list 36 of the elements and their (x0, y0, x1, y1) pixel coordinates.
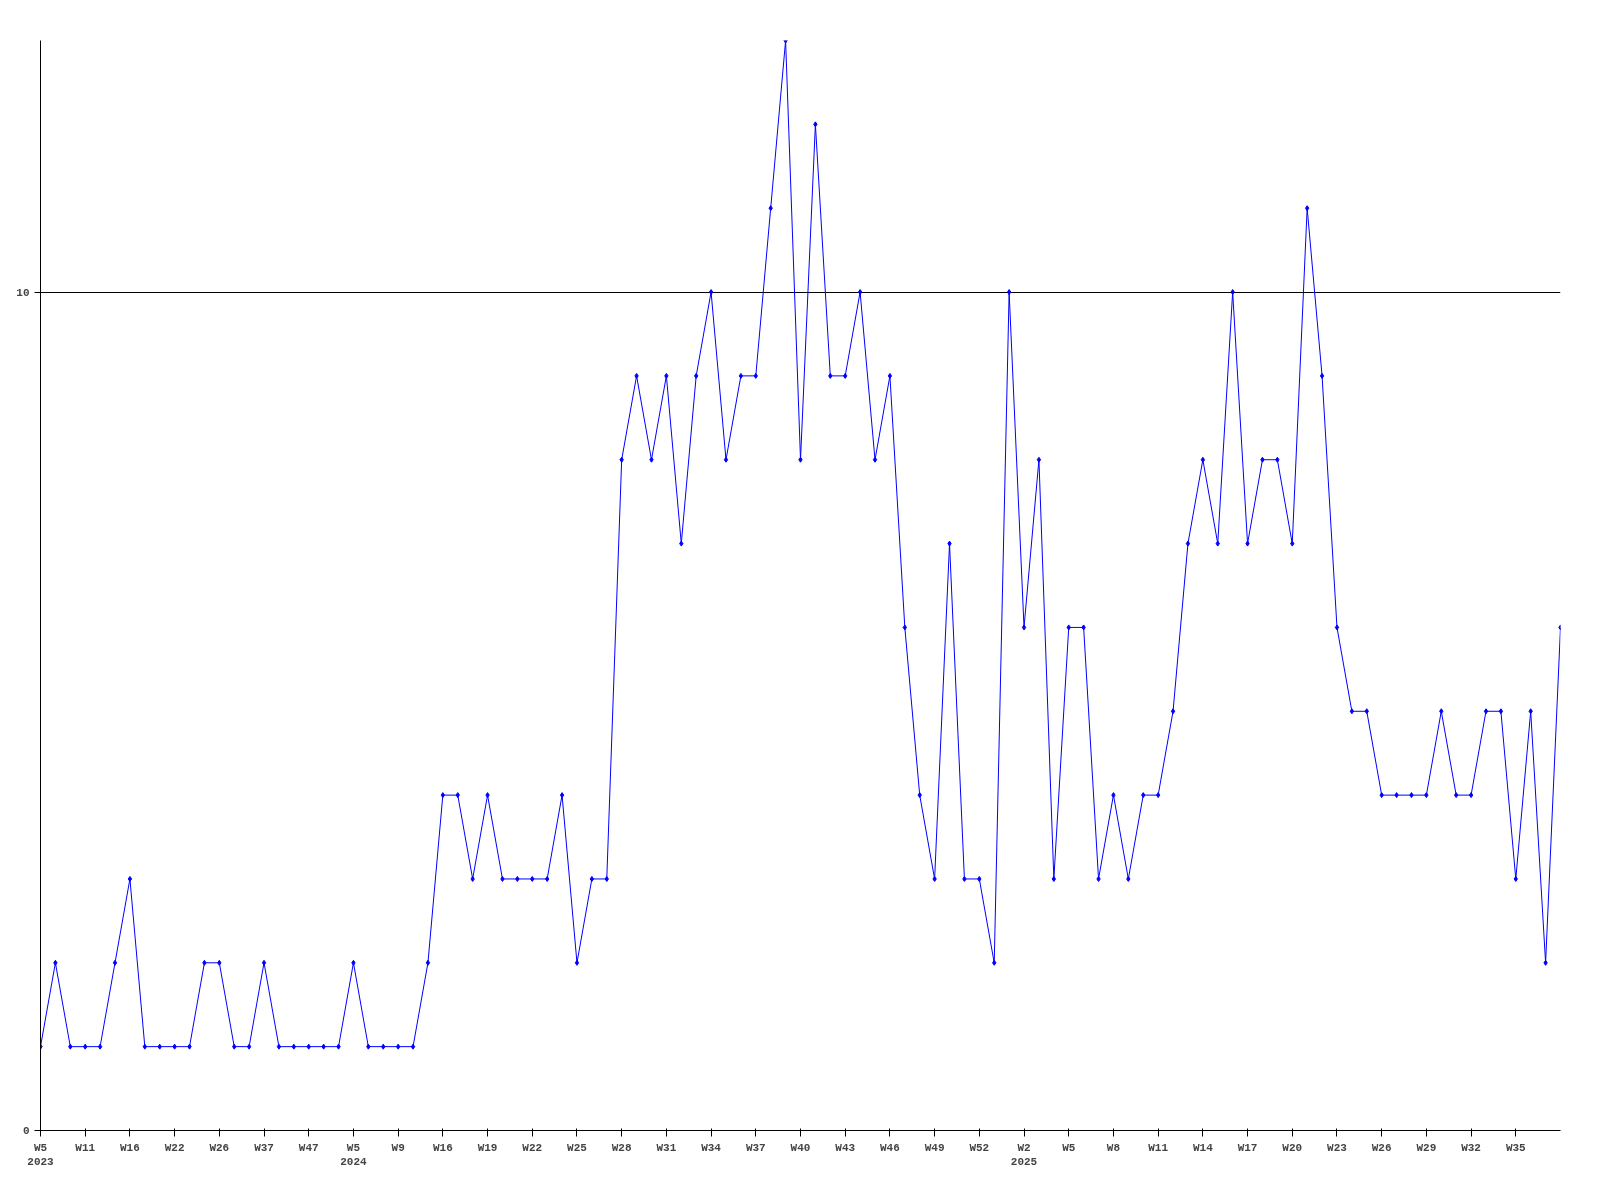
x-tick-label: W31 (656, 1141, 677, 1154)
x-tick-label: W5 2024 (340, 1141, 368, 1168)
x-tick-label: W37 (254, 1141, 274, 1154)
x-tick-label: W5 (1062, 1141, 1076, 1154)
x-tick-label: W20 (1282, 1141, 1303, 1154)
x-tick-label: W11 (1148, 1141, 1169, 1154)
x-tick-label: W9 (391, 1141, 405, 1154)
x-tick-label: W22 (522, 1141, 543, 1154)
x-tick-label: W22 (164, 1141, 185, 1154)
x-tick-label: W29 (1416, 1141, 1437, 1154)
x-tick-label: W47 (298, 1141, 319, 1154)
x-tick-label: W5 2023 (27, 1141, 55, 1168)
x-tick-label: W14 (1192, 1141, 1214, 1154)
y-tick-label: 0 (22, 1125, 30, 1137)
x-tick-label: W46 (880, 1141, 900, 1154)
x-tick-label: W52 (969, 1141, 990, 1154)
x-tick-label: W37 (745, 1141, 766, 1154)
x-tick-label: W40 (790, 1141, 811, 1154)
x-tick-label: W11 (75, 1141, 96, 1154)
y-tick-label: 10 (16, 286, 30, 299)
x-tick-label: W19 (477, 1141, 498, 1154)
x-tick-label: W43 (835, 1141, 856, 1154)
x-tick-label: W2 2025 (1010, 1141, 1038, 1168)
x-tick-label: W49 (924, 1141, 945, 1154)
x-tick-label: W8 (1106, 1141, 1121, 1154)
x-tick-label: W16 (120, 1141, 140, 1154)
x-tick-label: W34 (701, 1141, 722, 1154)
x-tick-label: W25 (567, 1141, 588, 1154)
x-tick-label: W26 (1371, 1141, 1392, 1154)
x-tick-label: W28 (611, 1141, 632, 1154)
x-tick-label: W17 (1237, 1141, 1258, 1154)
x-tick-label: W23 (1327, 1141, 1348, 1154)
x-tick-label: W32 (1461, 1141, 1481, 1154)
x-tick-label: W16 (432, 1141, 453, 1154)
x-tick-label: W26 (209, 1141, 230, 1154)
x-tick-label: W35 (1505, 1141, 1527, 1154)
